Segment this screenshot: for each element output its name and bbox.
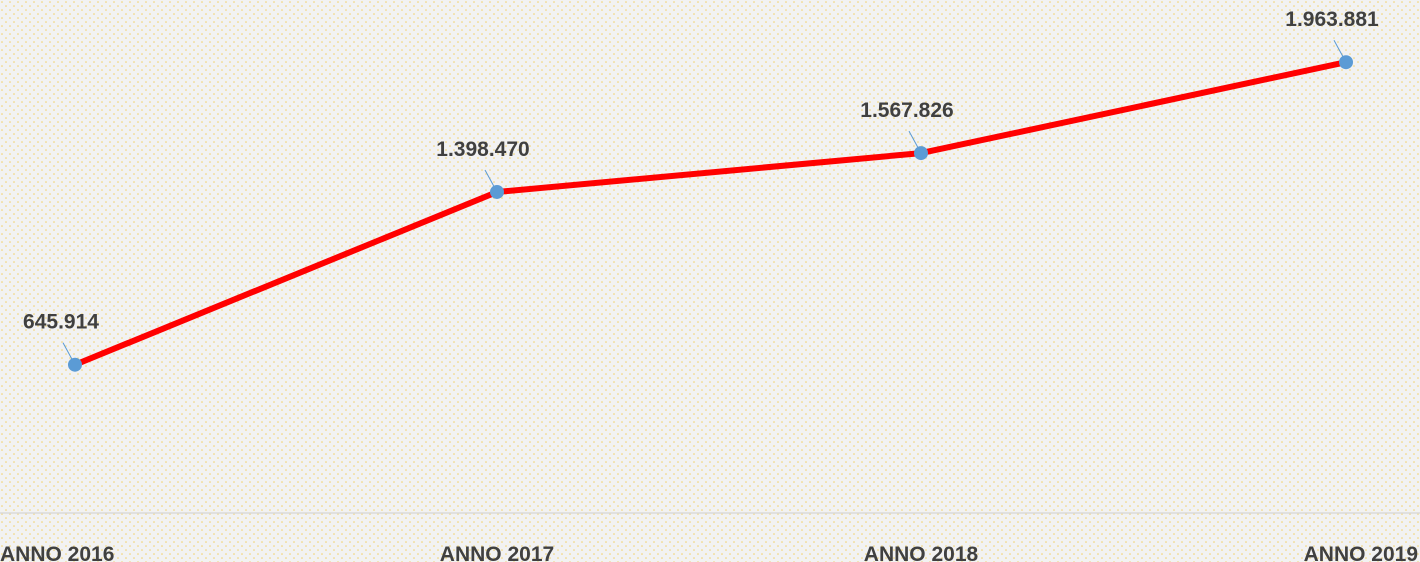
x-tick-label: ANNO 2017 [440,543,554,562]
line [73,59,1347,368]
marker [68,357,82,372]
data-label: 1.963.881 [1285,8,1379,31]
data-label: 645.914 [23,311,99,334]
marker [914,146,928,161]
x-tick-label: ANNO 2019 [1304,543,1418,562]
marker [1339,55,1353,70]
marker [490,184,504,199]
data-label: 1.567.826 [860,99,953,122]
x-tick-label: ANNO 2018 [864,543,979,562]
data-label: 1.398.470 [436,138,529,161]
x-tick-label: ANNO 2016 [0,543,114,562]
